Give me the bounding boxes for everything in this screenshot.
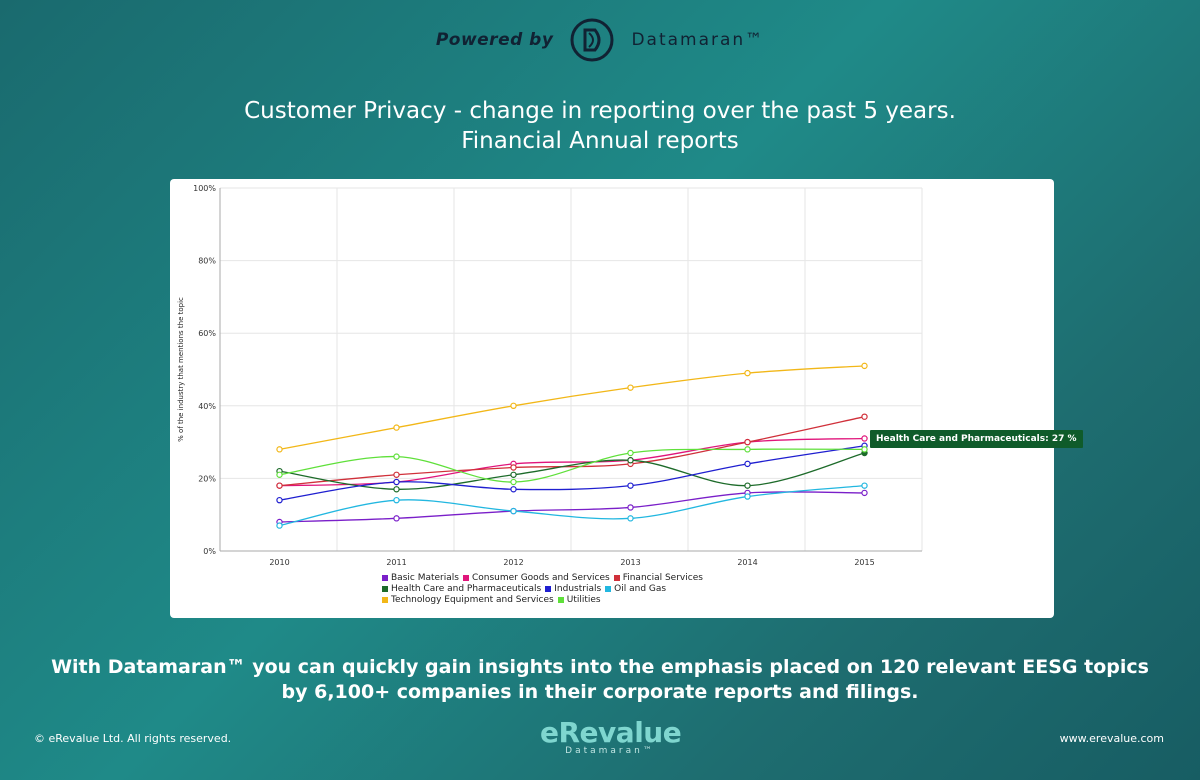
- series-line: [279, 445, 865, 501]
- powered-by-label: Powered by: [435, 30, 554, 50]
- series-line: [279, 448, 865, 483]
- legend-label: Consumer Goods and Services: [471, 573, 610, 583]
- legend-label: Health Care and Pharmaceuticals: [391, 584, 542, 594]
- legend-swatch: [462, 574, 469, 581]
- series-line: [279, 485, 865, 527]
- data-point: [276, 496, 283, 504]
- data-point: [510, 464, 517, 471]
- legend-item[interactable]: Consumer Goods and Services: [462, 573, 610, 584]
- data-point: [393, 453, 400, 460]
- data-point: [861, 435, 868, 442]
- data-point: [393, 496, 400, 504]
- data-point: [861, 413, 868, 420]
- legend-item[interactable]: Industrials: [545, 584, 601, 595]
- erevalue-logo[interactable]: eRevalue Datamaran™: [540, 716, 682, 758]
- chart-tooltip: Health Care and Pharmaceuticals: 27 %: [870, 430, 1083, 448]
- data-point: [393, 515, 400, 522]
- data-point: [744, 446, 751, 453]
- legend-label: Oil and Gas: [614, 584, 667, 594]
- y-tick-label: 100%: [193, 184, 216, 193]
- legend-swatch: [545, 585, 552, 592]
- promo-line2: by 6,100+ companies in their corporate r…: [281, 681, 919, 703]
- legend-item[interactable]: Oil and Gas: [605, 584, 666, 595]
- x-tick-label: 2013: [620, 558, 640, 567]
- data-point: [861, 489, 868, 497]
- data-point: [510, 478, 517, 486]
- legend-item[interactable]: Utilities: [557, 595, 601, 606]
- data-point: [276, 471, 283, 478]
- legend-swatch: [613, 574, 620, 581]
- y-tick-label: 80%: [198, 257, 216, 266]
- x-tick-label: 2014: [737, 558, 757, 567]
- legend-swatch: [382, 596, 388, 603]
- data-point: [744, 369, 751, 377]
- data-point: [627, 449, 634, 457]
- data-point: [744, 482, 751, 489]
- data-point: [276, 522, 283, 529]
- data-point: [744, 493, 751, 500]
- data-point: [393, 478, 400, 486]
- x-tick-label: 2010: [269, 558, 289, 567]
- y-tick-label: 60%: [198, 329, 216, 338]
- chart-card: 0% 20% 40% 60% 80% 100% 2010 2011 2012 2013 2014 20…: [170, 179, 1083, 618]
- chart-legend: Basic Materials Consumer Goods and Servic…: [382, 573, 722, 606]
- legend-item[interactable]: Technology Equipment and Services: [382, 595, 554, 606]
- legend-label: Financial Services: [622, 573, 703, 583]
- legend-label: Technology Equipment and Services: [391, 595, 554, 605]
- x-tick-label: 2012: [503, 558, 523, 567]
- legend-item[interactable]: Financial Services: [613, 573, 703, 584]
- data-point: [744, 438, 751, 446]
- data-point: [861, 446, 868, 453]
- legend-label: Basic Materials: [391, 573, 459, 583]
- y-axis-label: % of the industry that mentions the topi…: [177, 297, 185, 442]
- brand-name: Datamaran™: [631, 30, 765, 50]
- erevalue-logo-subtext: Datamaran™: [565, 746, 655, 756]
- line-chart: 0% 20% 40% 60% 80% 100% 2010 2011 2012 2013 2014 20…: [177, 184, 923, 567]
- chart-title-line1: Customer Privacy - change in reporting o…: [244, 98, 956, 124]
- datamaran-logo-icon: [570, 18, 614, 62]
- legend-swatch: [382, 585, 388, 592]
- data-point: [276, 482, 283, 489]
- data-point: [276, 446, 283, 453]
- x-tick-label: 2015: [854, 558, 874, 567]
- chart-title: Customer Privacy - change in reporting o…: [0, 96, 1200, 156]
- series-line: [279, 365, 865, 450]
- data-point: [861, 482, 868, 489]
- data-point: [393, 486, 400, 493]
- chart-title-line2: Financial Annual reports: [461, 128, 739, 154]
- website-link[interactable]: www.erevalue.com: [1059, 732, 1164, 745]
- data-point: [627, 384, 634, 391]
- legend-label: Utilities: [566, 595, 601, 605]
- series-line: [279, 491, 865, 523]
- data-point: [393, 471, 400, 478]
- data-point: [861, 362, 868, 370]
- data-point: [510, 471, 517, 478]
- powered-by-banner: Powered by Datamaran™: [0, 14, 1200, 66]
- data-point: [627, 515, 634, 522]
- y-tick-label: 0%: [203, 547, 216, 556]
- data-point: [510, 486, 517, 493]
- legend-swatch: [605, 585, 612, 592]
- series-line: [279, 452, 865, 490]
- series-line: [279, 416, 865, 487]
- data-point: [627, 504, 634, 511]
- data-point: [627, 457, 634, 464]
- y-tick-label: 20%: [198, 474, 216, 483]
- promo-text: With Datamaran™ you can quickly gain ins…: [0, 655, 1200, 705]
- x-tick-label: 2011: [386, 558, 406, 567]
- copyright: © eRevalue Ltd. All rights reserved.: [34, 732, 232, 745]
- data-point: [627, 482, 634, 489]
- legend-label: Industrials: [554, 584, 602, 594]
- data-point: [744, 460, 751, 468]
- promo-line1: With Datamaran™ you can quickly gain ins…: [51, 656, 1149, 678]
- legend-swatch: [557, 596, 564, 603]
- legend-item[interactable]: Basic Materials: [382, 573, 459, 584]
- erevalue-logo-text: eRevalue: [540, 716, 682, 749]
- data-point: [510, 402, 517, 409]
- legend-swatch: [382, 574, 388, 581]
- data-point: [510, 507, 517, 515]
- legend-item[interactable]: Health Care and Pharmaceuticals: [382, 584, 541, 595]
- data-point: [393, 424, 400, 431]
- y-tick-label: 40%: [198, 402, 216, 411]
